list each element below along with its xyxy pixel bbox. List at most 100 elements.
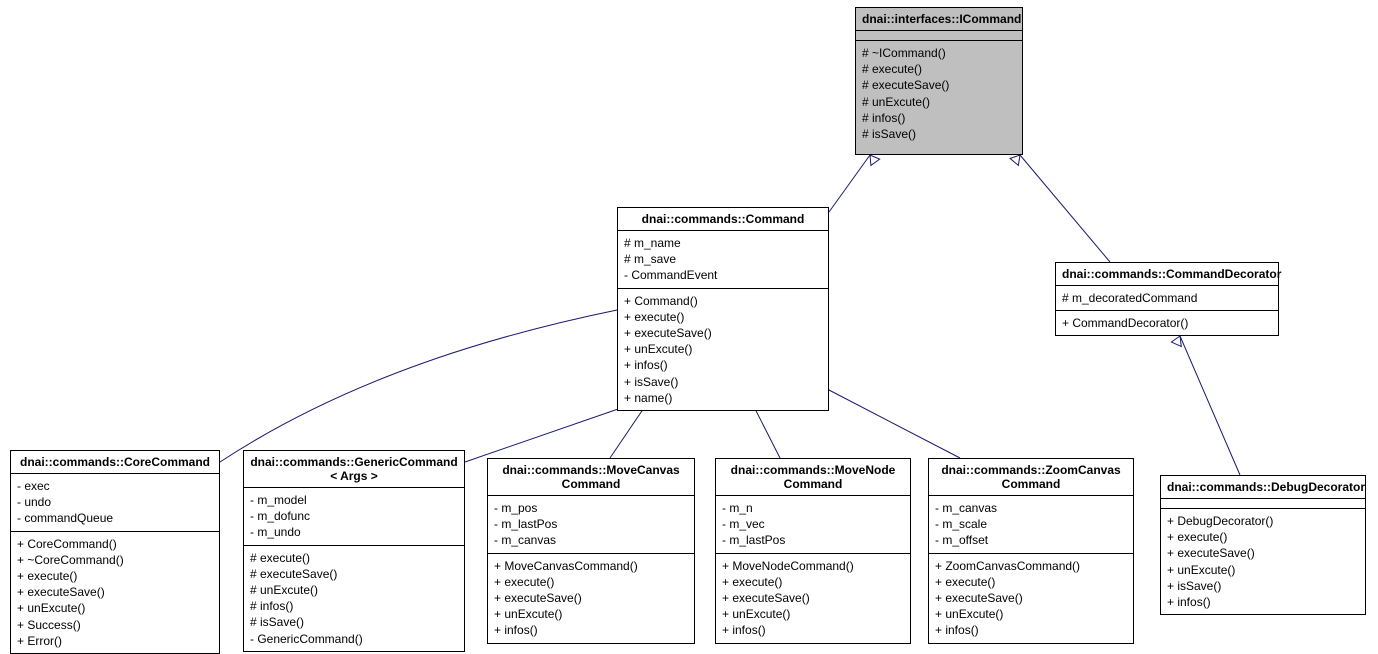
class-title: dnai::commands::GenericCommand< Args > <box>244 451 464 488</box>
class-command[interactable]: dnai::commands::Command# m_name# m_save-… <box>617 207 829 411</box>
class-title: dnai::commands::DebugDecorator <box>1161 476 1365 499</box>
member-line: + Command() <box>624 293 822 309</box>
member-line: # infos() <box>250 598 458 614</box>
member-line: - m_pos <box>494 500 688 516</box>
member-line: - commandQueue <box>17 510 213 526</box>
member-line: # m_save <box>624 251 822 267</box>
member-line: + infos() <box>494 622 688 638</box>
class-title-text: dnai::commands::Command <box>642 212 805 226</box>
attributes-section: - m_canvas- m_scale- m_offset <box>929 496 1133 554</box>
class-title-line: dnai::commands::GenericCommand <box>250 455 458 469</box>
member-line: + MoveCanvasCommand() <box>494 558 688 574</box>
member-line: # isSave() <box>862 126 1016 142</box>
inheritance-edge <box>220 310 617 462</box>
member-line: + ZoomCanvasCommand() <box>935 558 1127 574</box>
member-line: + isSave() <box>1167 578 1359 594</box>
member-line: + isSave() <box>624 374 822 390</box>
class-movenode[interactable]: dnai::commands::MoveNodeCommand- m_n- m_… <box>715 458 911 644</box>
class-title-text: dnai::commands::CoreCommand <box>20 455 210 469</box>
member-line: - m_n <box>722 500 904 516</box>
inheritance-edge <box>829 155 870 212</box>
member-line: # unExcute() <box>250 582 458 598</box>
attributes-section: - m_model- m_dofunc- m_undo <box>244 488 464 546</box>
class-title-text: dnai::commands::CommandDecorator <box>1062 267 1281 281</box>
attributes-section: # m_decoratedCommand <box>1056 286 1278 311</box>
class-title-line: Command <box>494 477 688 491</box>
member-line: + infos() <box>1167 594 1359 610</box>
methods-section: + CommandDecorator() <box>1056 311 1278 335</box>
class-title-line: dnai::commands::MoveNode <box>722 463 904 477</box>
class-debugdecorator[interactable]: dnai::commands::DebugDecorator+ DebugDec… <box>1160 475 1366 615</box>
class-corecommand[interactable]: dnai::commands::CoreCommand- exec- undo-… <box>10 450 220 654</box>
member-line: # execute() <box>862 61 1016 77</box>
methods-section: + ZoomCanvasCommand()+ execute()+ execut… <box>929 554 1133 643</box>
member-line: # m_name <box>624 235 822 251</box>
member-line: + execute() <box>624 309 822 325</box>
member-line: + executeSave() <box>17 584 213 600</box>
member-line: + unExcute() <box>722 606 904 622</box>
member-line: # isSave() <box>250 614 458 630</box>
member-line: - m_offset <box>935 532 1127 548</box>
member-line: + execute() <box>1167 529 1359 545</box>
member-line: # executeSave() <box>862 77 1016 93</box>
member-line: # infos() <box>862 110 1016 126</box>
class-zoomcanvas[interactable]: dnai::commands::ZoomCanvasCommand- m_can… <box>928 458 1134 644</box>
methods-section: + MoveNodeCommand()+ execute()+ executeS… <box>716 554 910 643</box>
class-title: dnai::interfaces::ICommand <box>856 8 1022 31</box>
member-line: - m_dofunc <box>250 508 458 524</box>
class-title-line: < Args > <box>250 469 458 483</box>
member-line: + MoveNodeCommand() <box>722 558 904 574</box>
member-line: + CommandDecorator() <box>1062 315 1272 331</box>
attributes-section: - m_pos- m_lastPos- m_canvas <box>488 496 694 554</box>
member-line: + name() <box>624 390 822 406</box>
class-title: dnai::commands::CommandDecorator <box>1056 263 1278 286</box>
member-line: + Success() <box>17 617 213 633</box>
class-commanddecorator[interactable]: dnai::commands::CommandDecorator# m_deco… <box>1055 262 1279 336</box>
member-line: - m_lastPos <box>722 532 904 548</box>
class-title-line: dnai::commands::MoveCanvas <box>494 463 688 477</box>
methods-section: # execute()# executeSave()# unExcute()# … <box>244 546 464 651</box>
class-title-text: dnai::interfaces::ICommand <box>862 12 1021 26</box>
class-title-line: Command <box>935 477 1127 491</box>
attributes-section: # m_name# m_save- CommandEvent <box>618 231 828 289</box>
member-line: - CommandEvent <box>624 267 822 283</box>
class-title: dnai::commands::Command <box>618 208 828 231</box>
member-line: + execute() <box>722 574 904 590</box>
member-line: + infos() <box>935 622 1127 638</box>
member-line: + unExcute() <box>494 606 688 622</box>
attributes-section: - exec- undo- commandQueue <box>11 474 219 532</box>
class-title: dnai::commands::MoveNodeCommand <box>716 459 910 496</box>
member-line: - m_vec <box>722 516 904 532</box>
class-movecanvas[interactable]: dnai::commands::MoveCanvasCommand- m_pos… <box>487 458 695 644</box>
class-title-text: dnai::commands::DebugDecorator <box>1167 480 1365 494</box>
member-line: + unExcute() <box>624 341 822 357</box>
member-line: + execute() <box>935 574 1127 590</box>
member-line: + infos() <box>624 357 822 373</box>
member-line: # executeSave() <box>250 566 458 582</box>
class-title: dnai::commands::CoreCommand <box>11 451 219 474</box>
attributes-section: - m_n- m_vec- m_lastPos <box>716 496 910 554</box>
member-line: + executeSave() <box>722 590 904 606</box>
member-line: + infos() <box>722 622 904 638</box>
member-line: + unExcute() <box>17 600 213 616</box>
member-line: - exec <box>17 478 213 494</box>
member-line: + executeSave() <box>624 325 822 341</box>
class-genericcommand[interactable]: dnai::commands::GenericCommand< Args >- … <box>243 450 465 652</box>
methods-section: + CoreCommand()+ ~CoreCommand()+ execute… <box>11 532 219 653</box>
member-line: - m_lastPos <box>494 516 688 532</box>
member-line: + CoreCommand() <box>17 536 213 552</box>
methods-section: + Command()+ execute()+ executeSave()+ u… <box>618 289 828 410</box>
member-line: + execute() <box>494 574 688 590</box>
attributes-section <box>1161 499 1365 509</box>
member-line: - m_canvas <box>935 500 1127 516</box>
member-line: - m_scale <box>935 516 1127 532</box>
member-line: # unExcute() <box>862 94 1016 110</box>
inheritance-edge <box>829 390 960 458</box>
member-line: + unExcute() <box>935 606 1127 622</box>
inheritance-edge <box>1180 336 1240 475</box>
member-line: # execute() <box>250 550 458 566</box>
member-line: # ~ICommand() <box>862 45 1016 61</box>
member-line: + Error() <box>17 633 213 649</box>
class-icommand[interactable]: dnai::interfaces::ICommand# ~ICommand()#… <box>855 7 1023 155</box>
member-line: - GenericCommand() <box>250 631 458 647</box>
